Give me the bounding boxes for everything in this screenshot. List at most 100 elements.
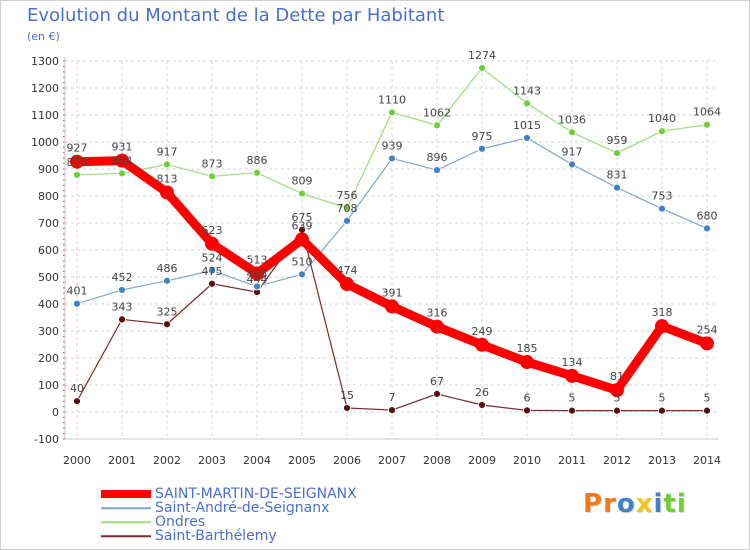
data-point xyxy=(568,128,576,137)
data-label: 452 xyxy=(112,271,133,284)
data-label: 318 xyxy=(652,306,673,319)
data-point xyxy=(520,355,534,370)
y-tick-label: 900 xyxy=(38,163,59,176)
data-label: 917 xyxy=(157,145,178,158)
data-point xyxy=(613,406,621,415)
data-point xyxy=(478,144,486,153)
logo-letter: i xyxy=(653,489,664,519)
data-point xyxy=(208,279,216,288)
data-label: 5 xyxy=(569,392,576,405)
data-label: 26 xyxy=(475,386,489,399)
data-point xyxy=(298,270,306,279)
data-point xyxy=(565,368,579,383)
data-point xyxy=(73,299,81,308)
data-point xyxy=(433,121,441,130)
data-point xyxy=(115,153,129,168)
data-point xyxy=(568,406,576,415)
y-tick-label: 300 xyxy=(38,325,59,338)
chart-title: Evolution du Montant de la Dette par Hab… xyxy=(27,5,445,26)
data-label: 756 xyxy=(337,189,358,202)
data-label: 680 xyxy=(697,209,718,222)
data-label: 486 xyxy=(157,262,178,275)
data-point xyxy=(118,286,126,294)
data-label: 1064 xyxy=(693,106,721,119)
data-point xyxy=(700,336,714,351)
y-tick-label: -100 xyxy=(34,433,59,446)
data-point xyxy=(73,171,81,179)
series-2 xyxy=(73,64,711,212)
legend-item: Saint-Barthélemy xyxy=(101,529,431,543)
data-point xyxy=(613,149,621,157)
logo-letter: x xyxy=(635,489,654,519)
data-point xyxy=(208,172,216,181)
y-tick-label: 400 xyxy=(38,298,59,311)
y-tick-label: 200 xyxy=(38,352,59,365)
data-point xyxy=(298,189,306,198)
data-label: 809 xyxy=(292,175,313,188)
data-point xyxy=(658,127,666,136)
chart-unit-label: (en €) xyxy=(27,30,60,43)
data-label: 391 xyxy=(382,286,403,299)
data-label: 1040 xyxy=(648,112,676,125)
data-point xyxy=(343,203,351,212)
data-label: 1143 xyxy=(513,84,541,97)
data-label: 939 xyxy=(382,139,403,152)
x-tick-label: 2005 xyxy=(288,454,316,467)
data-label: 708 xyxy=(337,202,358,215)
data-label: 959 xyxy=(607,134,628,147)
data-point xyxy=(253,282,261,291)
data-point xyxy=(658,204,666,213)
data-label: 513 xyxy=(247,253,268,266)
data-point xyxy=(295,232,309,247)
data-point xyxy=(385,299,399,314)
data-point xyxy=(250,266,264,281)
data-point xyxy=(703,224,711,233)
legend-label: Saint-André-de-Seignanx xyxy=(155,500,330,516)
legend-swatch xyxy=(101,521,151,523)
data-label: 475 xyxy=(202,265,223,278)
data-label: 7 xyxy=(389,391,396,404)
x-tick-label: 2002 xyxy=(153,454,181,467)
data-label: 931 xyxy=(112,141,133,154)
data-point xyxy=(568,160,576,169)
data-label: 67 xyxy=(430,375,444,388)
y-tick-label: 1300 xyxy=(31,55,59,68)
data-label: 878 xyxy=(67,156,88,169)
legend-swatch xyxy=(101,490,151,498)
data-point xyxy=(340,277,354,292)
data-point xyxy=(523,99,531,108)
data-point xyxy=(388,406,396,415)
data-label: 813 xyxy=(157,172,178,185)
y-tick-label: 800 xyxy=(38,190,59,203)
data-point xyxy=(523,406,531,415)
x-tick-label: 2012 xyxy=(603,454,631,467)
data-point xyxy=(433,390,441,398)
legend-label: Ondres xyxy=(155,514,206,530)
y-tick-label: 1200 xyxy=(31,82,59,95)
data-point xyxy=(343,216,351,225)
data-label: 5 xyxy=(704,392,711,405)
series-3 xyxy=(73,225,711,415)
data-label: 1274 xyxy=(468,49,496,62)
y-tick-label: 500 xyxy=(38,271,59,284)
x-tick-label: 2013 xyxy=(648,454,676,467)
data-point xyxy=(163,320,171,329)
series-0 xyxy=(70,153,714,398)
x-tick-label: 2006 xyxy=(333,454,361,467)
data-label: 753 xyxy=(652,190,673,203)
data-label: 343 xyxy=(112,300,133,313)
chart-legend: SAINT-MARTIN-DE-SEIGNANX Saint-André-de-S… xyxy=(101,487,431,543)
legend-item: Saint-André-de-Seignanx xyxy=(101,501,431,515)
data-point xyxy=(613,183,621,192)
data-point xyxy=(430,319,444,334)
data-point xyxy=(343,404,351,412)
data-point xyxy=(70,154,84,169)
data-label: 639 xyxy=(292,219,313,232)
data-point xyxy=(118,169,126,178)
y-tick-label: 100 xyxy=(38,379,59,392)
data-label: 675 xyxy=(292,211,313,224)
data-point xyxy=(388,108,396,117)
data-label: 444 xyxy=(247,273,268,286)
data-point xyxy=(163,160,171,169)
data-point xyxy=(163,276,171,285)
